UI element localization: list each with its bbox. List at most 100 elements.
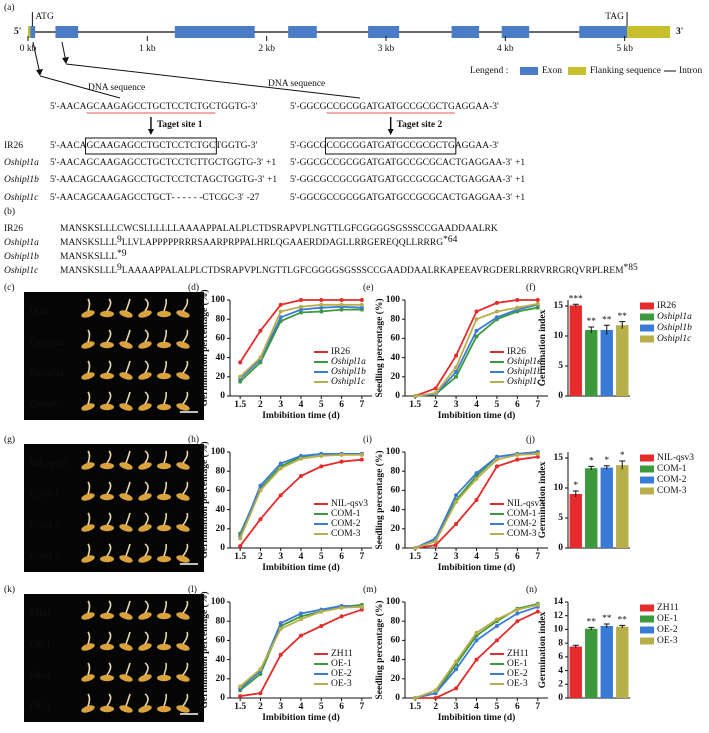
connector <box>65 63 361 99</box>
sequence-header: DNA sequence <box>88 83 145 93</box>
data-point <box>454 353 459 358</box>
photo-row-label: Oshipl1c <box>30 400 65 410</box>
sequence: 5'-AACAGCAAGAGCCTGCTCCTCT <box>50 158 202 168</box>
y-tick-label: 6 <box>558 652 563 662</box>
axis-tick-label: 2 kb <box>258 44 275 54</box>
data-point <box>319 298 324 302</box>
legend-swatch <box>640 335 654 343</box>
photo-row-label: ZH11 <box>30 609 52 619</box>
seed <box>157 403 171 411</box>
data-point <box>515 611 520 616</box>
legend-swatch <box>640 476 654 484</box>
photo <box>24 292 204 420</box>
legend-label: COM-2 <box>331 519 361 529</box>
significance-label: * <box>589 457 594 467</box>
data-point <box>258 667 263 672</box>
legend-label: Oshipl1b <box>331 367 366 377</box>
seed <box>157 341 171 349</box>
sprout <box>182 600 189 614</box>
sprout <box>106 298 112 312</box>
seed <box>100 555 114 563</box>
y-axis-title: Germination index <box>538 461 548 538</box>
panel-label: (e) <box>363 282 374 293</box>
x-tick-label: 1.5 <box>234 702 246 712</box>
connector <box>39 75 121 99</box>
seed <box>81 643 95 651</box>
indel-size: +1 <box>515 175 525 185</box>
y-tick-label: 60 <box>391 636 401 646</box>
bar <box>600 330 613 396</box>
data-point <box>278 621 283 626</box>
sprout <box>125 543 131 557</box>
y-tick-label: 0 <box>220 543 225 553</box>
legend-label: COM-3 <box>331 529 361 539</box>
sprout <box>87 481 91 495</box>
sprout <box>144 662 149 676</box>
data-point <box>319 464 324 469</box>
sprout <box>144 543 149 557</box>
data-point <box>433 539 438 544</box>
legend-label: NIL-qsv3 <box>331 499 368 509</box>
sprout <box>125 298 131 312</box>
sprout <box>144 600 149 614</box>
panel-label: (k) <box>4 584 15 595</box>
x-tick-label: 2 <box>258 702 263 712</box>
data-point <box>494 464 499 469</box>
data-point <box>258 517 263 522</box>
flanking-sequence <box>28 26 31 38</box>
data-point <box>319 302 324 307</box>
bar <box>585 330 598 396</box>
seed <box>176 493 190 501</box>
sprout <box>144 512 149 526</box>
seed <box>176 643 190 651</box>
data-point <box>494 309 499 314</box>
sprout <box>163 360 168 374</box>
x-axis-title: Imbibition time (d) <box>262 410 340 421</box>
y-tick-label: 100 <box>211 295 226 305</box>
y-axis-title: Germination index <box>538 611 548 688</box>
data-point <box>339 302 344 307</box>
x-tick-label: 5 <box>319 400 324 410</box>
y-tick-label: 20 <box>391 372 401 382</box>
sequence: 5'-AACA <box>50 141 87 151</box>
indel-size: -27 <box>247 193 260 203</box>
seed <box>81 705 95 713</box>
y-tick-label: 60 <box>216 334 226 344</box>
data-point <box>454 493 459 498</box>
legend-swatch <box>640 604 654 612</box>
sprout <box>87 662 91 676</box>
photo <box>24 444 204 572</box>
sprout <box>125 450 131 464</box>
data-point <box>535 298 540 302</box>
legend-swatch <box>640 324 654 332</box>
data-point <box>515 607 520 612</box>
y-tick-label: 0 <box>558 693 563 703</box>
panel-label: (n) <box>526 584 537 595</box>
sequence: TGGTG-3' <box>215 102 257 112</box>
seed <box>119 310 133 318</box>
legend-label: COM-2 <box>507 519 537 529</box>
target-box <box>325 137 457 155</box>
protein-sequence: MANSKSLLL <box>60 266 117 276</box>
photo-row-label: COM-3 <box>30 552 60 562</box>
bar <box>616 626 629 698</box>
seed <box>138 310 152 318</box>
seed <box>100 341 114 349</box>
sprout <box>182 391 189 405</box>
altered-sequence: LAAAAPPALALPLCTDSRAPVPLNGTTLGFCGGGGSGSSS… <box>122 266 624 276</box>
mutation: A <box>202 175 209 185</box>
x-tick-label: 7 <box>359 702 364 712</box>
axis-tick-label: 3 kb <box>378 44 395 54</box>
data-point <box>339 298 344 302</box>
seed <box>157 705 171 713</box>
seed <box>176 674 190 682</box>
data-point <box>494 638 499 643</box>
legend-label: Flanking sequence <box>590 66 661 76</box>
sprout <box>163 662 168 676</box>
x-tick-label: 6 <box>515 400 520 410</box>
data-point <box>454 667 459 672</box>
legend-swatch <box>640 454 654 462</box>
data-point <box>299 617 303 622</box>
y-axis-title: Germination percentage (%) <box>199 442 210 559</box>
legend-swatch <box>640 313 654 321</box>
